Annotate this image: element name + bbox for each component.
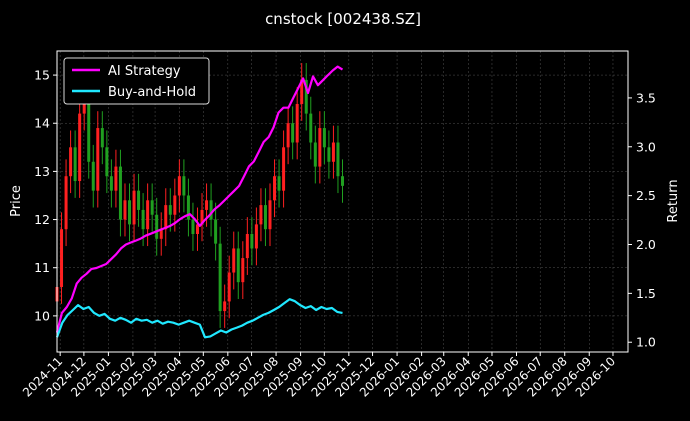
candle-body: [209, 200, 213, 220]
candle-body: [214, 219, 218, 244]
candle-body: [205, 200, 209, 210]
candle-body: [137, 190, 141, 210]
y-tick-label-right: 2.5: [636, 188, 656, 203]
y-tick-label-left: 12: [34, 212, 50, 227]
candle-body: [186, 195, 190, 220]
legend-label-buy-and-hold: Buy-and-Hold: [108, 85, 196, 100]
candle-body: [168, 205, 172, 215]
candle-body: [128, 200, 132, 225]
candle-body: [250, 234, 254, 249]
series-line-ai-strategy: [55, 65, 344, 333]
candle-body: [309, 113, 313, 143]
candle-body: [100, 128, 104, 148]
candle-body: [87, 94, 91, 162]
candle-body: [245, 234, 249, 259]
y-tick-label-right: 3.0: [636, 139, 656, 154]
candle-body: [78, 113, 82, 182]
legend: AI Strategy Buy-and-Hold: [63, 57, 210, 105]
y-axis-label-left: Price: [9, 185, 24, 217]
candle-body: [254, 224, 258, 249]
candle-body: [73, 147, 77, 182]
candle-body: [277, 176, 281, 191]
candle-body: [273, 176, 277, 201]
candle-body: [191, 219, 195, 235]
plot-frame: [56, 50, 629, 353]
y-tick-label-right: 1.5: [636, 286, 656, 301]
y-tick-label-left: 14: [34, 116, 50, 131]
candle-body: [109, 176, 113, 191]
candle-body: [268, 200, 272, 230]
candle-body: [295, 103, 299, 143]
candle-body: [146, 200, 150, 230]
candle-body: [341, 176, 344, 186]
candle-body: [218, 243, 222, 312]
y-tick-label-right: 1.0: [636, 335, 656, 350]
candle-body: [223, 301, 227, 312]
candle-body: [69, 147, 73, 177]
candle-body: [200, 209, 204, 225]
candle-body: [164, 205, 168, 230]
candles: [55, 63, 344, 328]
candle-body: [150, 200, 154, 215]
candle-body: [282, 147, 286, 191]
y-axis-label-right: Return: [666, 179, 681, 222]
candle-body: [313, 142, 317, 167]
candle-body: [327, 147, 331, 162]
candle-body: [318, 128, 322, 167]
candle-body: [177, 176, 181, 196]
candle-body: [241, 258, 245, 283]
candle-body: [232, 248, 236, 273]
legend-box: [63, 57, 210, 105]
chart-title: cnstock [002438.SZ]: [265, 10, 421, 28]
y-tick-label-left: 11: [34, 260, 50, 275]
candle-body: [331, 142, 335, 162]
y-tick-label-left: 10: [34, 308, 50, 323]
candle-body: [60, 229, 64, 287]
series-line-buy-and-hold: [55, 298, 343, 339]
candle-body: [114, 166, 118, 191]
candle-body: [64, 176, 68, 230]
candle-body: [132, 190, 136, 225]
y-tick-label-left: 15: [34, 68, 50, 83]
candle-body: [118, 166, 122, 220]
candle-body: [227, 272, 231, 302]
candle-body: [159, 229, 163, 239]
candle-body: [236, 248, 240, 283]
candle-body: [96, 128, 100, 191]
legend-label-ai-strategy: AI Strategy: [108, 64, 181, 79]
candle-body: [263, 205, 267, 230]
candle-body: [141, 209, 145, 230]
candle-body: [105, 147, 109, 177]
candle-body: [291, 123, 295, 143]
candle-body: [286, 123, 290, 148]
candle-body: [182, 176, 186, 196]
candle-body: [123, 200, 127, 220]
candle-body: [91, 161, 95, 191]
candle-body: [259, 205, 263, 225]
candle-body: [300, 79, 304, 104]
candle-body: [322, 128, 326, 148]
y-tick-label-left: 13: [34, 164, 50, 179]
candle-body: [304, 79, 308, 114]
y-tick-label-right: 3.5: [636, 90, 656, 105]
candle-body: [195, 224, 199, 235]
candle-body: [155, 214, 159, 239]
candle-body: [173, 195, 177, 215]
series-lines: [55, 65, 344, 339]
candle-body: [336, 142, 340, 177]
y-tick-label-right: 2.0: [636, 237, 656, 252]
